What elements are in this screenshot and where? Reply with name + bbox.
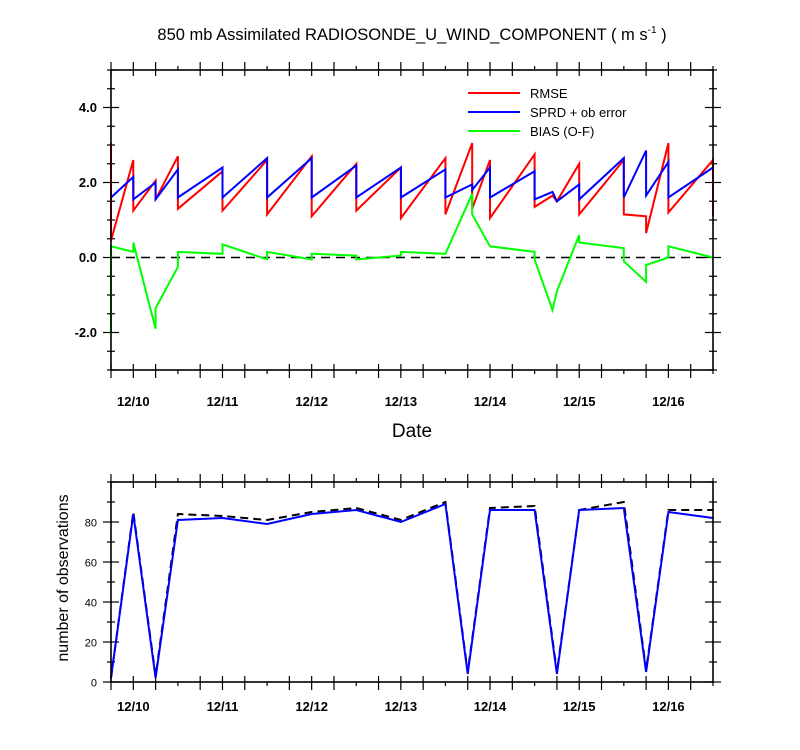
legend: RMSE SPRD + ob error BIAS (O-F): [468, 86, 627, 139]
legend-rmse-label: RMSE: [530, 86, 568, 101]
series-line-rmse: [110, 142, 714, 241]
legend-bias-label: BIAS (O-F): [530, 124, 594, 139]
y-tick-label-20: 20: [85, 638, 97, 650]
series-line-possible: [110, 500, 713, 679]
series-line-bias-o-f: [110, 193, 714, 333]
y-tick-label-0-0: 0.0: [79, 250, 97, 265]
bottom-panel: 12/10 12/11 12/12 12/13 12/14 12/15 12/16 0 20 40…: [55, 474, 721, 714]
y-tick-label-0: 0: [91, 678, 97, 690]
y-axis-title: number of observations: [55, 494, 72, 661]
series-line-assimilated: [110, 502, 714, 679]
chart-title: 850 mb Assimilated RADIOSONDE_U_WIND_COM…: [157, 25, 666, 44]
legend-sprd-label: SPRD + ob error: [530, 105, 627, 120]
x-tick-label-12-14: 12/14: [474, 699, 507, 714]
x-tick-label-12-12: 12/12: [295, 699, 328, 714]
top-series-group: [110, 142, 714, 333]
x-tick-label-12-12: 12/12: [295, 394, 328, 409]
x-tick-label-12-11: 12/11: [207, 699, 239, 714]
x-axis-title: Date: [392, 421, 432, 442]
bottom-tick-group: [103, 474, 721, 690]
x-tick-label-12-16: 12/16: [652, 699, 685, 714]
top-plot-frame: [110, 69, 714, 371]
x-tick-label-12-16: 12/16: [652, 394, 685, 409]
series-line-sprd-ob-error: [110, 150, 714, 203]
top-panel: 12/10 12/11 12/12 12/13 12/14 12/15 12/16 -2.0 0…: [75, 62, 721, 442]
y-tick-label-80: 80: [85, 518, 97, 530]
bottom-series-group: [110, 500, 714, 679]
x-tick-label-12-10: 12/10: [117, 699, 150, 714]
bottom-label-group: 12/10 12/11 12/12 12/13 12/14 12/15 12/16 0 20 40…: [85, 518, 685, 715]
top-label-group: 12/10 12/11 12/12 12/13 12/14 12/15 12/16 -2.0 0…: [75, 100, 685, 409]
top-tick-group: [103, 62, 721, 378]
y-tick-label-2-0: 2.0: [79, 175, 97, 190]
y-tick-label-40: 40: [85, 598, 97, 610]
x-tick-label-12-15: 12/15: [563, 699, 596, 714]
y-tick-label-60: 60: [85, 558, 97, 570]
bottom-plot-frame: [110, 481, 714, 683]
y-tick-label-2-0: -2.0: [75, 325, 97, 340]
x-tick-label-12-11: 12/11: [207, 394, 239, 409]
y-tick-label-4-0: 4.0: [79, 100, 97, 115]
x-tick-label-12-14: 12/14: [474, 394, 507, 409]
x-tick-label-12-13: 12/13: [385, 699, 418, 714]
x-tick-label-12-13: 12/13: [385, 394, 418, 409]
x-tick-label-12-15: 12/15: [563, 394, 596, 409]
x-tick-label-12-10: 12/10: [117, 394, 150, 409]
